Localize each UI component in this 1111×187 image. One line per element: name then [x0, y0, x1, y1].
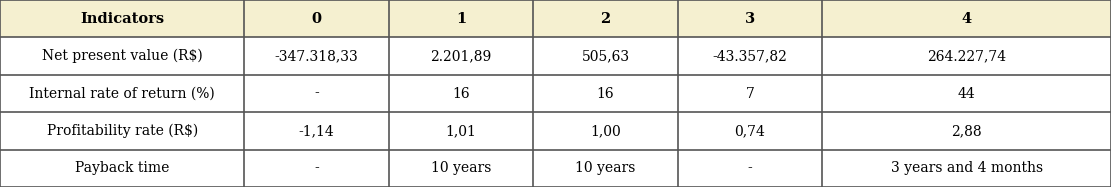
Bar — [822, 0, 1111, 37]
Bar — [0, 0, 244, 37]
Text: -43.357,82: -43.357,82 — [712, 49, 788, 63]
Text: 1,00: 1,00 — [590, 124, 621, 138]
Text: 16: 16 — [452, 87, 470, 100]
Bar — [0, 150, 244, 187]
Text: 0,74: 0,74 — [734, 124, 765, 138]
Bar — [244, 0, 389, 37]
Bar — [244, 75, 389, 112]
Text: -: - — [748, 161, 752, 175]
Bar — [678, 37, 822, 75]
Bar — [389, 112, 533, 150]
Text: -: - — [314, 161, 319, 175]
Text: -: - — [314, 87, 319, 100]
Text: 505,63: 505,63 — [581, 49, 630, 63]
Bar — [533, 75, 678, 112]
Text: 2.201,89: 2.201,89 — [430, 49, 492, 63]
Text: Internal rate of return (%): Internal rate of return (%) — [29, 87, 216, 100]
Text: 16: 16 — [597, 87, 614, 100]
Text: 10 years: 10 years — [431, 161, 491, 175]
Text: Profitability rate (R$): Profitability rate (R$) — [47, 124, 198, 138]
Bar — [533, 37, 678, 75]
Text: 1,01: 1,01 — [446, 124, 477, 138]
Bar — [822, 150, 1111, 187]
Bar — [244, 37, 389, 75]
Text: 2,88: 2,88 — [951, 124, 982, 138]
Text: 7: 7 — [745, 87, 754, 100]
Text: 4: 4 — [961, 12, 972, 26]
Bar — [389, 37, 533, 75]
Text: 44: 44 — [958, 87, 975, 100]
Bar — [0, 112, 244, 150]
Bar — [389, 150, 533, 187]
Text: -1,14: -1,14 — [299, 124, 334, 138]
Bar — [244, 150, 389, 187]
Bar — [389, 75, 533, 112]
Text: 3: 3 — [744, 12, 755, 26]
Bar — [533, 0, 678, 37]
Text: Net present value (R$): Net present value (R$) — [42, 49, 202, 63]
Bar — [678, 0, 822, 37]
Text: Indicators: Indicators — [80, 12, 164, 26]
Bar — [389, 0, 533, 37]
Bar — [0, 75, 244, 112]
Bar — [822, 75, 1111, 112]
Text: Payback time: Payback time — [76, 161, 169, 175]
Bar — [822, 112, 1111, 150]
Text: 1: 1 — [456, 12, 467, 26]
Bar — [533, 150, 678, 187]
Text: 10 years: 10 years — [575, 161, 635, 175]
Text: 0: 0 — [311, 12, 322, 26]
Bar — [822, 37, 1111, 75]
Text: 264.227,74: 264.227,74 — [927, 49, 1007, 63]
Bar — [244, 112, 389, 150]
Text: 3 years and 4 months: 3 years and 4 months — [891, 161, 1042, 175]
Bar — [533, 112, 678, 150]
Text: 2: 2 — [600, 12, 611, 26]
Bar — [678, 150, 822, 187]
Text: -347.318,33: -347.318,33 — [274, 49, 359, 63]
Bar — [0, 37, 244, 75]
Bar — [678, 112, 822, 150]
Bar — [678, 75, 822, 112]
